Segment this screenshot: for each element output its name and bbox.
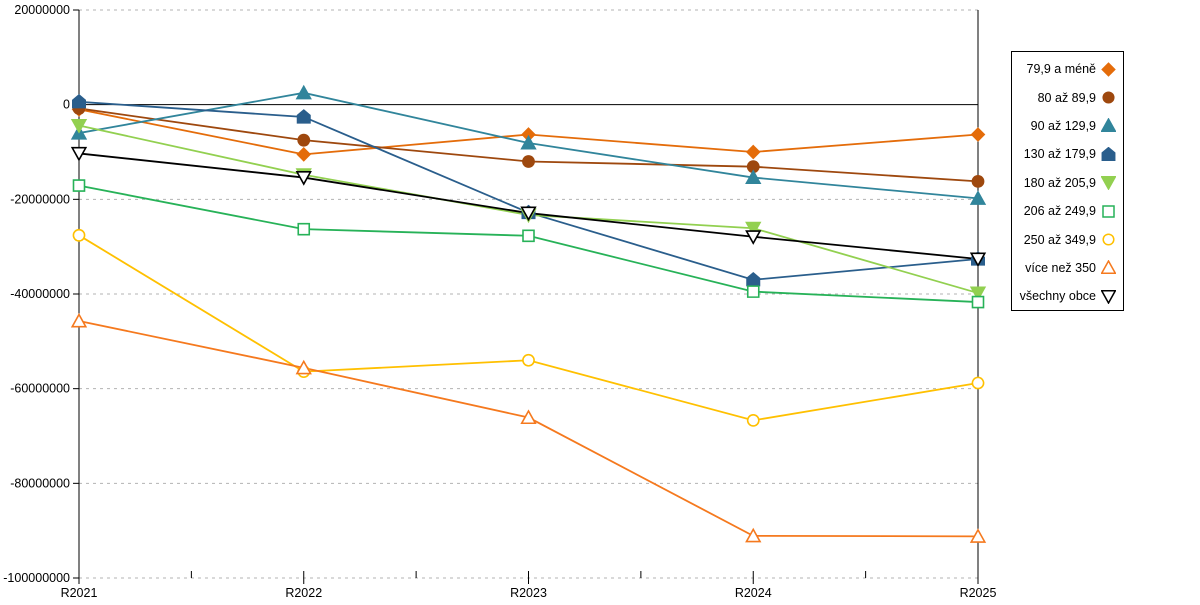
pentagon-icon [1101,146,1116,161]
marker-triangle-down [969,286,987,302]
triangle-up-icon [1101,118,1116,133]
x-axis-label: R2024 [735,586,772,600]
diamond-icon [1101,61,1116,77]
legend-label: 90 až 129,9 [1030,118,1096,133]
marker-triangle-up [520,134,537,150]
marker-circle [522,353,535,367]
legend-marker-glyph [1102,204,1115,218]
chart-legend: 79,9 a méně 80 až 89,9 90 až 129,9 130 až 1… [1011,51,1124,311]
legend-item: 250 až 349,9 [1012,225,1123,253]
legend-item: 79,9 a méně [1012,55,1123,83]
x-axis-label: R2023 [510,586,547,600]
y-axis-label: 20000000 [14,3,70,17]
legend-label: 180 až 205,9 [1023,175,1096,190]
series-line-7 [78,234,979,422]
triangle-down-icon [1101,176,1116,191]
marker-circle [72,228,86,242]
marker-diamond [745,144,761,160]
marker-square [522,229,535,243]
legend-marker-glyph [1102,91,1115,104]
marker-circle [971,376,985,390]
marker-triangle-up [70,312,88,328]
marker-square [971,295,985,309]
marker-diamond [296,147,312,162]
x-axis-label: R2022 [285,586,322,600]
legend-marker-glyph [1102,233,1115,246]
x-axis-label: R2021 [61,586,98,600]
circle-icon [1102,91,1115,104]
marker-pentagon [746,271,761,287]
marker-triangle-down [70,146,88,162]
marker-triangle-down [295,171,312,186]
legend-marker-glyph [1101,61,1116,77]
marker-circle [522,155,535,168]
x-axis-label: R2025 [960,586,997,600]
legend-label: 130 až 179,9 [1023,147,1096,162]
legend-marker-glyph [1101,289,1116,304]
marker-triangle-down [70,118,88,134]
legend-item: všechny obce [1012,282,1123,310]
y-axis-label: -100000000 [3,571,70,585]
legend-label: 206 až 249,9 [1023,204,1096,219]
legend-item: více než 350 [1012,254,1123,282]
marker-triangle-up [969,528,987,543]
triangle-down-icon [1101,289,1116,304]
marker-triangle-down [969,252,987,268]
marker-diamond [970,127,986,142]
y-axis-label: -80000000 [10,476,70,490]
legend-marker-glyph [1101,260,1116,275]
legend-marker-glyph [1101,146,1116,161]
series-line-8 [78,320,979,538]
marker-triangle-down [745,230,762,245]
marker-square [297,222,311,236]
legend-item: 180 až 205,9 [1012,169,1123,197]
circle-icon [1102,233,1115,246]
legend-marker-glyph [1101,176,1116,191]
marker-triangle-up [295,84,312,100]
marker-triangle-up [295,359,312,375]
legend-label: 250 až 349,9 [1023,232,1096,247]
marker-triangle-up [745,527,762,543]
y-axis-label: -60000000 [10,382,70,396]
legend-item: 90 až 129,9 [1012,112,1123,140]
y-axis-label: -40000000 [10,287,70,301]
y-axis-label: -20000000 [10,192,70,206]
legend-marker-glyph [1101,118,1116,133]
marker-pentagon [72,93,86,109]
triangle-up-icon [1101,260,1116,275]
legend-label: více než 350 [1025,260,1096,275]
legend-label: všechny obce [1019,289,1096,304]
marker-triangle-down [520,206,537,222]
legend-item: 80 až 89,9 [1012,83,1123,111]
marker-circle [746,413,760,427]
marker-triangle-down [745,221,762,237]
marker-square [746,285,760,298]
marker-circle [297,133,311,147]
legend-label: 80 až 89,9 [1037,90,1096,105]
legend-label: 79,9 a méně [1026,62,1097,77]
series-line-6 [78,184,979,303]
legend-item: 130 až 179,9 [1012,140,1123,168]
marker-pentagon [296,109,311,124]
marker-triangle-up [520,409,537,425]
legend-item: 206 až 249,9 [1012,197,1123,225]
y-axis-label: 0 [63,98,70,112]
marker-square [72,179,86,192]
marker-circle [971,174,985,188]
marker-triangle-up [969,190,987,205]
marker-triangle-up [745,169,762,185]
square-icon [1102,204,1115,218]
